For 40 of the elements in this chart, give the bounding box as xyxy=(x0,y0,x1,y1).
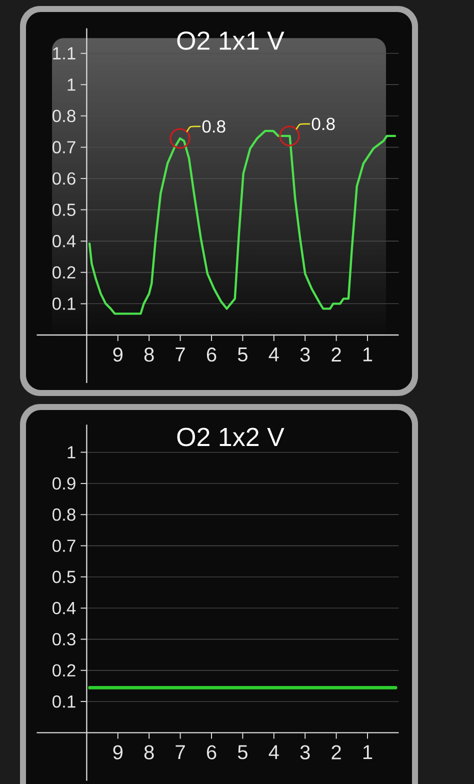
x-tick-label: 9 xyxy=(113,348,123,362)
x-tick-label: 3 xyxy=(300,348,310,362)
y-tick-label: 0.4 xyxy=(52,602,76,614)
x-tick-label: 4 xyxy=(268,745,279,759)
x-tick-label: 6 xyxy=(206,745,216,760)
x-tick-label: 2 xyxy=(332,745,341,760)
x-tick-label: 1 xyxy=(363,348,372,362)
chart-title: O2 1x2 V xyxy=(177,428,284,446)
x-tick-label: 4 xyxy=(268,348,279,362)
annotation: 0.8 xyxy=(202,120,226,133)
y-tick-label: 0.3 xyxy=(52,633,76,646)
x-tick-label: 3 xyxy=(300,745,310,760)
y-tick-label: 1.1 xyxy=(53,47,76,60)
y-tick-label: 0.1 xyxy=(52,298,76,310)
x-tick-label: 1 xyxy=(363,745,372,759)
y-tick-label: 0.5 xyxy=(52,204,76,216)
y-tick-label: 0.1 xyxy=(52,695,76,708)
x-tick-label: 8 xyxy=(144,348,154,362)
chart-title: O2 1x1 V xyxy=(177,31,284,50)
y-tick-label: 0.7 xyxy=(52,141,76,154)
x-tick-label: 8 xyxy=(144,745,154,760)
y-tick-label: 0.2 xyxy=(52,664,76,677)
x-tick-label: 7 xyxy=(176,348,185,362)
y-tick-label: 0.6 xyxy=(52,172,76,185)
y-tick-label: 1 xyxy=(68,78,76,91)
y-tick-label: 1 xyxy=(68,446,76,458)
x-tick-label: 9 xyxy=(113,745,123,760)
y-tick-label: 0.4 xyxy=(52,234,76,248)
y-tick-label: 0.5 xyxy=(52,570,76,584)
y-tick-label: 0.8 xyxy=(52,508,76,521)
y-tick-label: 0.8 xyxy=(52,110,76,122)
x-tick-label: 5 xyxy=(238,348,248,362)
y-tick-label: 0.7 xyxy=(52,540,76,552)
x-tick-label: 6 xyxy=(206,348,216,362)
x-tick-label: 2 xyxy=(332,348,341,362)
y-tick-label: 0.9 xyxy=(52,477,76,490)
y-tick-label: 0.2 xyxy=(52,266,76,279)
x-tick-label: 5 xyxy=(238,745,248,760)
x-tick-label: 7 xyxy=(176,745,185,759)
annotation: 0.8 xyxy=(312,118,335,130)
